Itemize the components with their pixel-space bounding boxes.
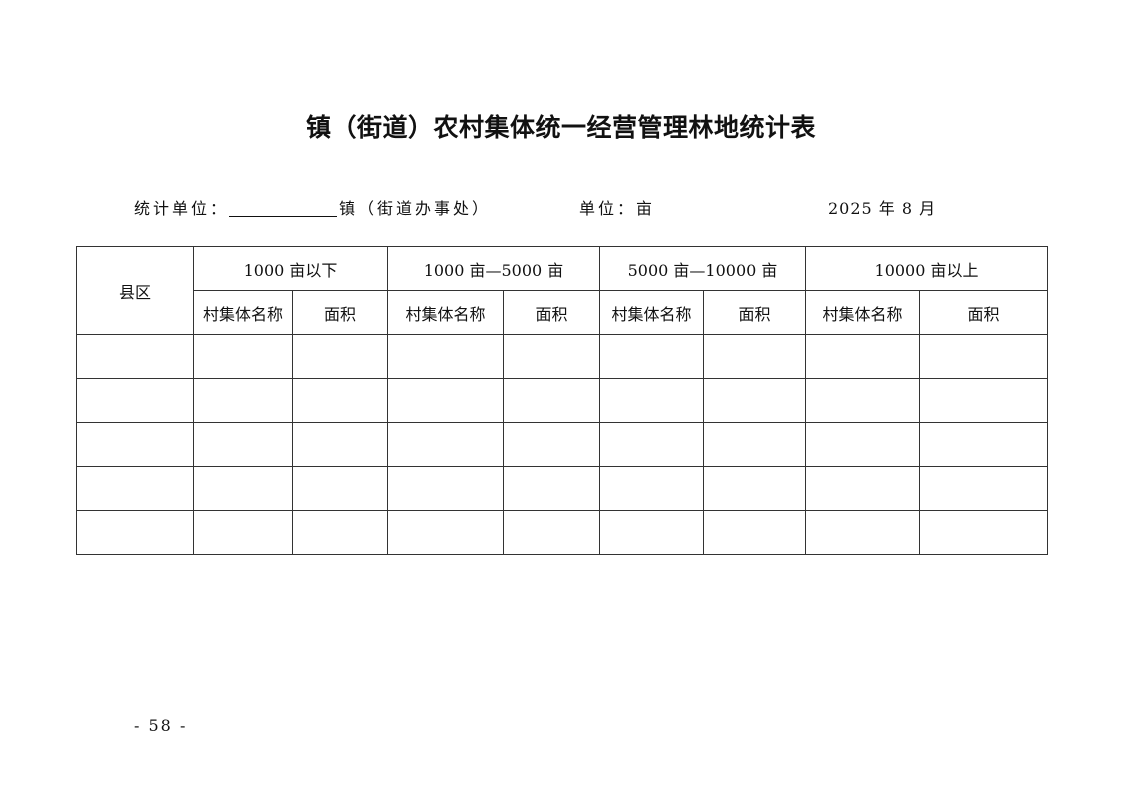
table-cell[interactable] [503,422,600,467]
table-cell[interactable] [599,510,704,555]
table-cell[interactable] [599,334,704,379]
table-cell[interactable] [702,422,807,467]
page-number: - 58 - [134,716,188,735]
table-row [76,378,1049,423]
table-cell[interactable] [76,378,194,423]
table-cell[interactable] [805,510,921,555]
area-header: 面积 [919,290,1049,335]
area-header: 面积 [503,290,600,335]
table-cell[interactable] [76,466,194,511]
table-cell[interactable] [919,422,1049,467]
table-cell[interactable] [387,422,504,467]
name-header: 村集体名称 [387,290,504,335]
table-cell[interactable] [919,378,1049,423]
table-cell[interactable] [503,466,600,511]
table-cell[interactable] [76,334,194,379]
table-cell[interactable] [503,334,600,379]
table-cell[interactable] [193,510,293,555]
table-row [76,334,1049,379]
table-cell[interactable] [599,378,704,423]
table-cell[interactable] [387,466,504,511]
area-header: 面积 [292,290,388,335]
table-cell[interactable] [805,378,921,423]
forest-land-table: 县区 1000 亩以下 1000 亩—5000 亩 5000 亩—10000 亩… [76,246,1049,555]
name-header: 村集体名称 [599,290,704,335]
unit-label: 统计单位： [134,199,230,218]
table-row [76,510,1049,555]
table-row [76,422,1049,467]
page-title: 镇（街道）农村集体统一经营管理林地统计表 [305,113,816,142]
table-cell[interactable] [193,466,293,511]
table-cell[interactable] [503,510,600,555]
area-header: 面积 [702,290,807,335]
table-cell[interactable] [599,422,704,467]
county-header: 县区 [76,246,194,335]
table-cell[interactable] [292,378,388,423]
table-cell[interactable] [76,510,194,555]
table-cell[interactable] [503,378,600,423]
table-cell[interactable] [193,334,293,379]
table-cell[interactable] [292,334,388,379]
table-cell[interactable] [702,466,807,511]
table-cell[interactable] [76,422,194,467]
reporting-unit: 统计单位： 镇（街道办事处） [134,195,491,219]
name-header: 村集体名称 [805,290,921,335]
measure-unit: 单位：亩 [579,199,656,218]
table-cell[interactable] [599,466,704,511]
table-cell[interactable] [805,422,921,467]
group-header: 10000 亩以上 [805,246,1049,291]
table-cell[interactable] [193,378,293,423]
table-cell[interactable] [387,510,504,555]
table-cell[interactable] [193,422,293,467]
table-cell[interactable] [919,334,1049,379]
unit-blank-line [229,200,338,217]
table-cell[interactable] [292,422,388,467]
table-cell[interactable] [919,466,1049,511]
table-cell[interactable] [387,378,504,423]
table-cell[interactable] [387,334,504,379]
table-cell[interactable] [919,510,1049,555]
table-cell[interactable] [292,466,388,511]
name-header: 村集体名称 [193,290,293,335]
table-row [76,466,1049,511]
report-date: 2025 年 8 月 [828,199,937,218]
table-cell[interactable] [702,334,807,379]
table-cell[interactable] [805,334,921,379]
table-cell[interactable] [702,378,807,423]
group-header: 1000 亩以下 [193,246,388,291]
table-cell[interactable] [805,466,921,511]
table-cell[interactable] [702,510,807,555]
table-cell[interactable] [292,510,388,555]
unit-suffix: 镇（街道办事处） [339,199,492,218]
group-header: 5000 亩—10000 亩 [598,246,807,291]
group-header: 1000 亩—5000 亩 [387,246,600,291]
